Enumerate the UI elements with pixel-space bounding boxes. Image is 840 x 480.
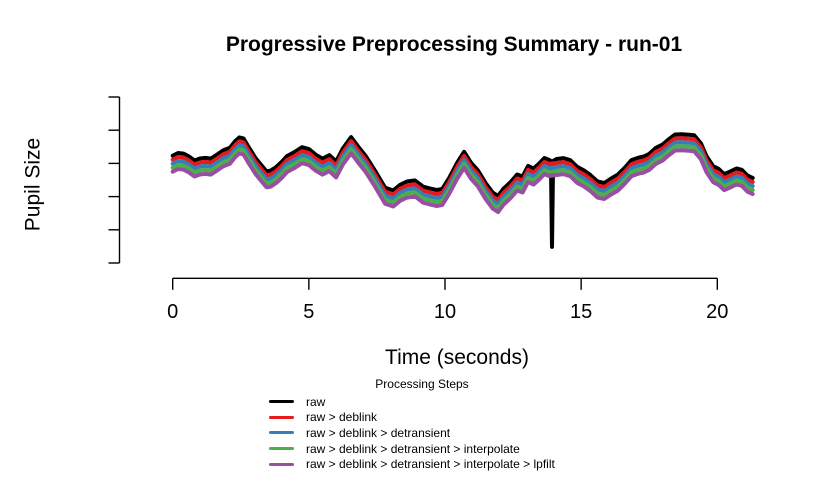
chart-title: Progressive Preprocessing Summary - run-… (225, 33, 683, 56)
x-axis-title: Time (seconds) (385, 346, 529, 369)
series-line-deblink (170, 136, 755, 202)
legend-items: raw raw > deblink raw > deblink > detransi… (262, 394, 602, 472)
legend-item-deblink: raw > deblink (262, 410, 602, 426)
series-line-raw (170, 132, 755, 249)
legend-label: raw > deblink > detransient > interpolat… (306, 457, 555, 472)
legend-label: raw (306, 394, 326, 409)
legend-label: raw > deblink (306, 410, 378, 425)
series-line-lpfilt (170, 148, 755, 214)
x-tick-label: 20 (706, 301, 728, 323)
legend-item-detransient: raw > deblink > detransient (262, 425, 602, 441)
x-tick-label: 0 (167, 301, 178, 323)
series-line-interpolate (170, 144, 755, 210)
legend-line-swatch-detransient (269, 431, 294, 435)
legend-item-lpfilt: raw > deblink > detransient > interpolat… (262, 456, 602, 472)
x-tick-label: 5 (303, 301, 314, 323)
x-tick-label: 15 (570, 301, 592, 323)
legend-item-raw: raw (262, 394, 602, 410)
legend-line-swatch-raw (269, 400, 294, 404)
legend-line-swatch-lpfilt (269, 462, 294, 466)
legend-label: raw > deblink > detransient > interpolat… (306, 441, 520, 456)
series-line-detransient (170, 140, 755, 206)
legend-item-interpolate: raw > deblink > detransient > interpolat… (262, 441, 602, 457)
x-tick-label: 10 (434, 301, 456, 323)
legend-line-swatch-deblink (269, 415, 294, 419)
legend: Processing Steps raw raw > deblink raw > d… (262, 377, 602, 472)
legend-line-swatch-interpolate (269, 447, 294, 451)
legend-title: Processing Steps (375, 377, 469, 391)
legend-label: raw > deblink > detransient (306, 425, 451, 440)
